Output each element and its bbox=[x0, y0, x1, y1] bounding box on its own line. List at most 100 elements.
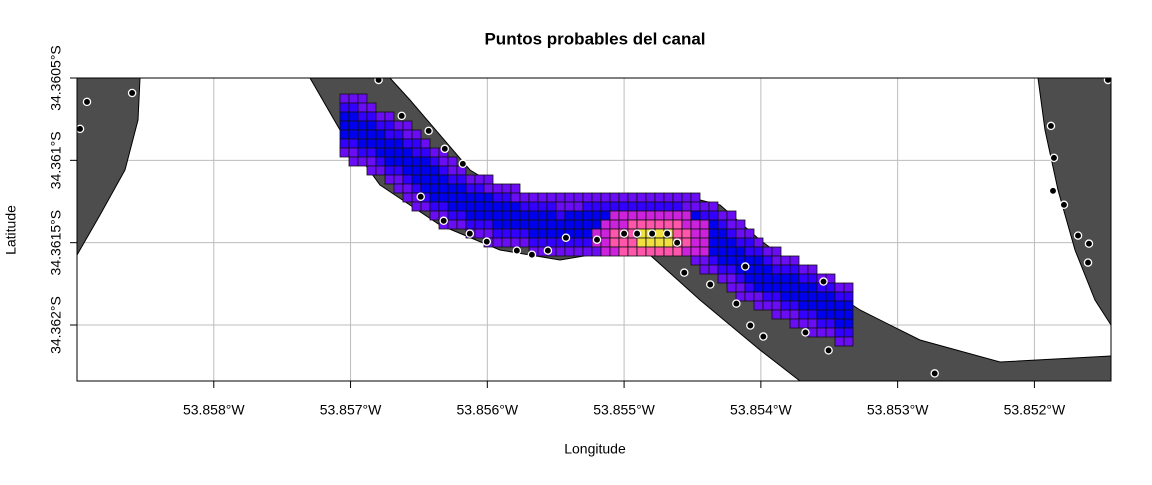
cell bbox=[447, 156, 458, 167]
cell bbox=[843, 309, 854, 320]
cell bbox=[816, 327, 827, 338]
cell bbox=[483, 192, 494, 203]
cell bbox=[483, 228, 494, 239]
cell bbox=[654, 201, 665, 212]
cell bbox=[339, 120, 350, 131]
cell bbox=[393, 174, 404, 185]
cell bbox=[780, 264, 791, 275]
cell bbox=[465, 183, 476, 194]
cell bbox=[357, 93, 368, 104]
x-tick-label: 53.855°W bbox=[593, 402, 655, 418]
cell bbox=[789, 273, 800, 284]
cell bbox=[699, 219, 710, 230]
cell bbox=[375, 147, 386, 158]
cell bbox=[420, 147, 431, 158]
cell bbox=[681, 237, 692, 248]
point bbox=[801, 328, 810, 337]
cell bbox=[690, 210, 701, 221]
point bbox=[819, 277, 828, 286]
point bbox=[397, 111, 406, 121]
cell bbox=[789, 318, 800, 329]
cell bbox=[393, 138, 404, 149]
cell bbox=[375, 120, 386, 131]
cell bbox=[447, 219, 458, 230]
cell bbox=[465, 210, 476, 221]
cell bbox=[510, 219, 521, 230]
cell bbox=[465, 192, 476, 203]
point bbox=[77, 124, 85, 134]
cell bbox=[501, 228, 512, 239]
cell bbox=[537, 237, 548, 248]
cell bbox=[609, 192, 620, 203]
cell bbox=[663, 192, 674, 203]
y-tick-label: 34.3615°S bbox=[48, 210, 64, 276]
cell bbox=[690, 237, 701, 248]
cell bbox=[483, 201, 494, 212]
cell bbox=[717, 246, 728, 257]
cell bbox=[429, 156, 440, 167]
x-tick-label: 53.853°W bbox=[867, 402, 929, 418]
cell bbox=[420, 183, 431, 194]
cell bbox=[456, 210, 467, 221]
cell bbox=[591, 192, 602, 203]
cell bbox=[402, 156, 413, 167]
cell bbox=[681, 201, 692, 212]
cell bbox=[519, 237, 530, 248]
cell bbox=[366, 102, 377, 113]
cell bbox=[564, 192, 575, 203]
cell bbox=[357, 156, 368, 167]
cell bbox=[645, 192, 656, 203]
cell bbox=[744, 282, 755, 293]
cell bbox=[825, 291, 836, 302]
cell bbox=[582, 201, 593, 212]
cell bbox=[744, 228, 755, 239]
point bbox=[465, 229, 475, 238]
cell bbox=[366, 156, 377, 167]
cell bbox=[627, 210, 638, 221]
cell bbox=[753, 300, 764, 311]
cell bbox=[375, 111, 386, 122]
cell bbox=[816, 318, 827, 329]
cell bbox=[447, 201, 458, 212]
cell bbox=[744, 273, 755, 284]
cell bbox=[357, 138, 368, 149]
cell bbox=[618, 201, 629, 212]
point bbox=[632, 229, 642, 238]
cell bbox=[717, 264, 728, 275]
cell bbox=[501, 183, 512, 194]
cell bbox=[618, 246, 629, 257]
cell bbox=[393, 183, 404, 194]
cell bbox=[348, 129, 359, 140]
cell bbox=[501, 237, 512, 248]
cell bbox=[609, 246, 620, 257]
point bbox=[543, 246, 553, 255]
cell bbox=[789, 264, 800, 275]
cell bbox=[393, 129, 404, 140]
cell bbox=[843, 318, 854, 329]
cell bbox=[681, 246, 692, 257]
cell bbox=[447, 165, 458, 176]
cell bbox=[771, 255, 782, 266]
cell bbox=[834, 300, 845, 311]
cell bbox=[636, 237, 647, 248]
cell bbox=[420, 201, 431, 212]
cell bbox=[510, 192, 521, 203]
cell bbox=[519, 210, 530, 221]
cell bbox=[627, 201, 638, 212]
cell bbox=[681, 219, 692, 230]
cell bbox=[681, 192, 692, 203]
point bbox=[127, 88, 137, 98]
cell bbox=[573, 192, 584, 203]
cell bbox=[510, 237, 521, 248]
cell bbox=[411, 129, 422, 140]
points bbox=[77, 78, 1111, 378]
cell bbox=[339, 129, 350, 140]
cell bbox=[357, 147, 368, 158]
cell bbox=[609, 210, 620, 221]
cell bbox=[717, 237, 728, 248]
cell bbox=[708, 228, 719, 239]
cell bbox=[411, 201, 422, 212]
cell bbox=[663, 237, 674, 248]
point bbox=[458, 159, 468, 169]
cell bbox=[492, 237, 503, 248]
